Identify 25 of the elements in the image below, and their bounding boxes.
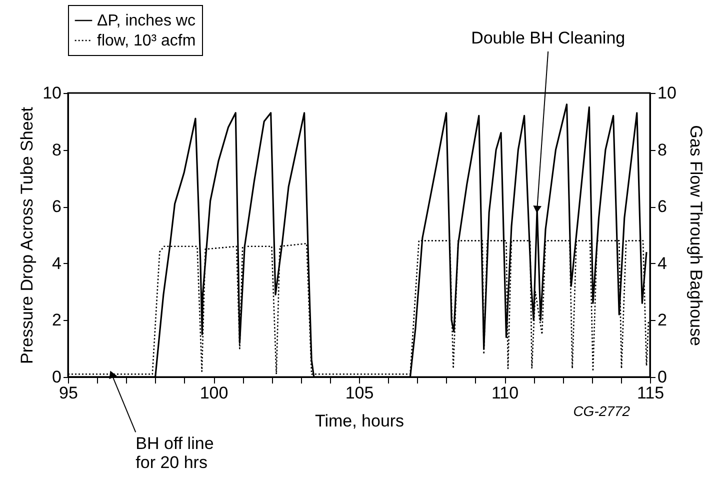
y2-tick-label: 0 <box>658 368 667 386</box>
legend-label: ΔP, inches wc <box>97 12 196 30</box>
y-tick-label: 2 <box>52 310 62 330</box>
y-tick-label: 10 <box>42 84 62 102</box>
annotation: Double BH Cleaning <box>471 28 626 48</box>
y-tick-label: 4 <box>52 254 62 273</box>
y-tick-label: 6 <box>52 197 62 216</box>
y-axis-title: Pressure Drop Across Tube Sheet <box>18 106 37 364</box>
y-tick-label: 8 <box>52 140 62 160</box>
x-axis-title: Time, hours <box>314 412 404 430</box>
x-tick-label: 110 <box>491 384 519 402</box>
legend-label: flow, 10³ acfm <box>97 32 196 50</box>
x-tick-label: 105 <box>345 384 374 402</box>
y2-tick-label: 4 <box>658 254 667 273</box>
y2-axis-title: Gas Flow Through Baghouse <box>686 125 706 346</box>
x-tick-label: 115 <box>636 384 664 402</box>
y2-tick-label: 2 <box>658 310 667 330</box>
y2-tick-label: 8 <box>658 140 667 160</box>
x-tick-label: 95 <box>59 384 78 402</box>
y2-tick-label: 6 <box>658 197 667 216</box>
annotation: BH off line for 20 hrs <box>136 434 214 472</box>
text: CG-2772 <box>573 403 630 419</box>
y-tick-label: 0 <box>52 368 62 386</box>
y2-tick-label: 10 <box>658 84 676 102</box>
x-tick-label: 100 <box>200 384 228 402</box>
